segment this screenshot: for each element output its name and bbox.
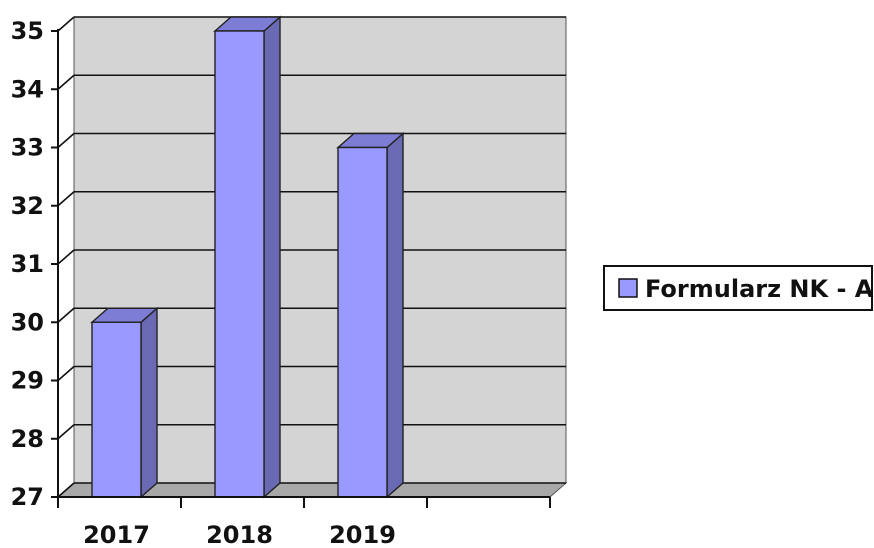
- bar-side: [264, 17, 280, 497]
- x-tick-label: 2018: [206, 521, 273, 548]
- gridline-depth: [58, 134, 74, 148]
- y-tick-label: 31: [11, 250, 44, 278]
- x-axis-tick-labels: 2017 2018 2019: [83, 521, 396, 548]
- gridline-depth: [58, 192, 74, 206]
- gridline-depth: [58, 367, 74, 381]
- legend-label: Formularz NK - A: [645, 275, 874, 303]
- bar: [215, 31, 264, 497]
- gridline-depth: [58, 17, 74, 31]
- legend-swatch: [619, 279, 637, 297]
- y-tick-label: 29: [11, 367, 44, 395]
- y-tick-label: 28: [11, 425, 44, 453]
- y-axis-tick-labels: 27 28 29 30 31 32 33 34 35: [11, 17, 44, 511]
- x-tick-label: 2017: [83, 521, 150, 548]
- gridline-depth: [58, 425, 74, 439]
- bar: [92, 322, 141, 497]
- x-tick-label: 2019: [329, 521, 396, 548]
- y-tick-label: 32: [11, 192, 44, 220]
- gridline-depth: [58, 75, 74, 89]
- y-tick-label: 33: [11, 134, 44, 162]
- bar-side: [387, 134, 403, 498]
- legend: Formularz NK - A: [604, 266, 874, 310]
- y-tick-label: 30: [11, 308, 44, 336]
- gridline-depth: [58, 250, 74, 264]
- y-tick-label: 34: [11, 75, 44, 103]
- plot-area: [51, 17, 566, 508]
- y-tick-label: 27: [11, 483, 44, 511]
- y-tick-label: 35: [11, 17, 44, 45]
- bar: [338, 148, 387, 498]
- bar-side: [141, 308, 157, 497]
- gridline-depth: [58, 308, 74, 322]
